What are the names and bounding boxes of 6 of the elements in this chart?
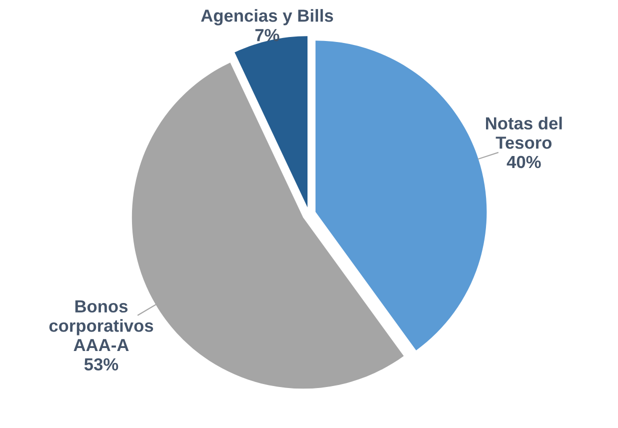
- slice-label: Agencias y Bills: [201, 9, 334, 26]
- slice-label: Notas del Tesoro: [486, 116, 562, 149]
- data-label: 7%: [255, 28, 280, 42]
- data-label: 40%: [506, 156, 541, 168]
- slice-label: Bonos corporativos AAA-A: [49, 300, 154, 352]
- data-label: 53%: [84, 358, 118, 371]
